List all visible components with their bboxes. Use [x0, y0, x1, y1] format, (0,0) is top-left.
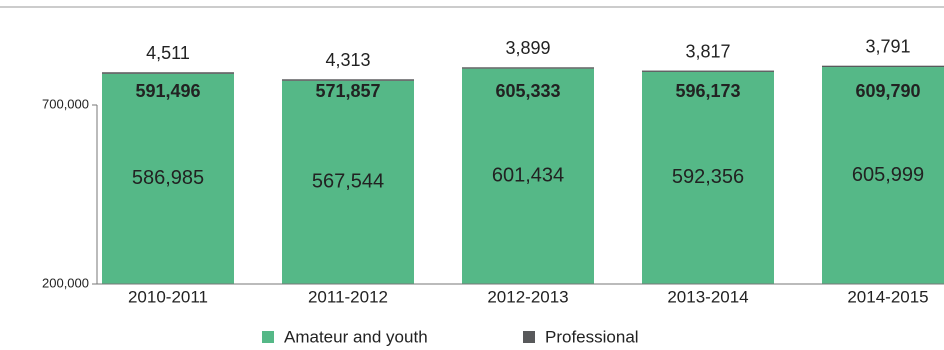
bar-segment [282, 80, 414, 284]
value-label: 4,313 [325, 50, 370, 70]
bar-segment [462, 67, 594, 69]
x-tick-label: 2012-2013 [487, 287, 568, 306]
value-label: 3,899 [505, 38, 550, 58]
value-label: 3,817 [685, 41, 730, 61]
bar-segment [282, 79, 414, 81]
value-label: 586,985 [132, 167, 204, 189]
x-tick-label: 2013-2014 [667, 287, 748, 306]
legend-swatch [523, 331, 535, 343]
bar-segment [822, 67, 944, 284]
bar-segment [102, 73, 234, 284]
legend-swatch [262, 331, 274, 343]
legend-label: Amateur and youth [284, 327, 428, 346]
bar-segment [102, 72, 234, 74]
legend-label: Professional [545, 327, 639, 346]
total-label: 571,857 [315, 81, 380, 101]
value-label: 605,999 [852, 164, 924, 186]
bar-segment [642, 71, 774, 284]
bar-segment [822, 65, 944, 68]
total-label: 591,496 [135, 81, 200, 101]
value-label: 592,356 [672, 166, 744, 188]
x-tick-label: 2014-2015 [847, 287, 928, 306]
total-label: 605,333 [495, 81, 560, 101]
total-label: 596,173 [675, 81, 740, 101]
bar-segment [642, 70, 774, 72]
bar-segment [462, 68, 594, 284]
y-tick-label: 700,000 [42, 96, 89, 111]
x-tick-label: 2011-2012 [308, 287, 388, 306]
value-label: 3,791 [865, 36, 910, 56]
x-tick-label: 2010-2011 [128, 287, 208, 306]
value-label: 4,511 [146, 43, 190, 63]
total-label: 609,790 [855, 81, 920, 101]
value-label: 601,434 [492, 165, 564, 187]
value-label: 567,544 [312, 171, 384, 193]
y-tick-label: 200,000 [42, 275, 89, 290]
